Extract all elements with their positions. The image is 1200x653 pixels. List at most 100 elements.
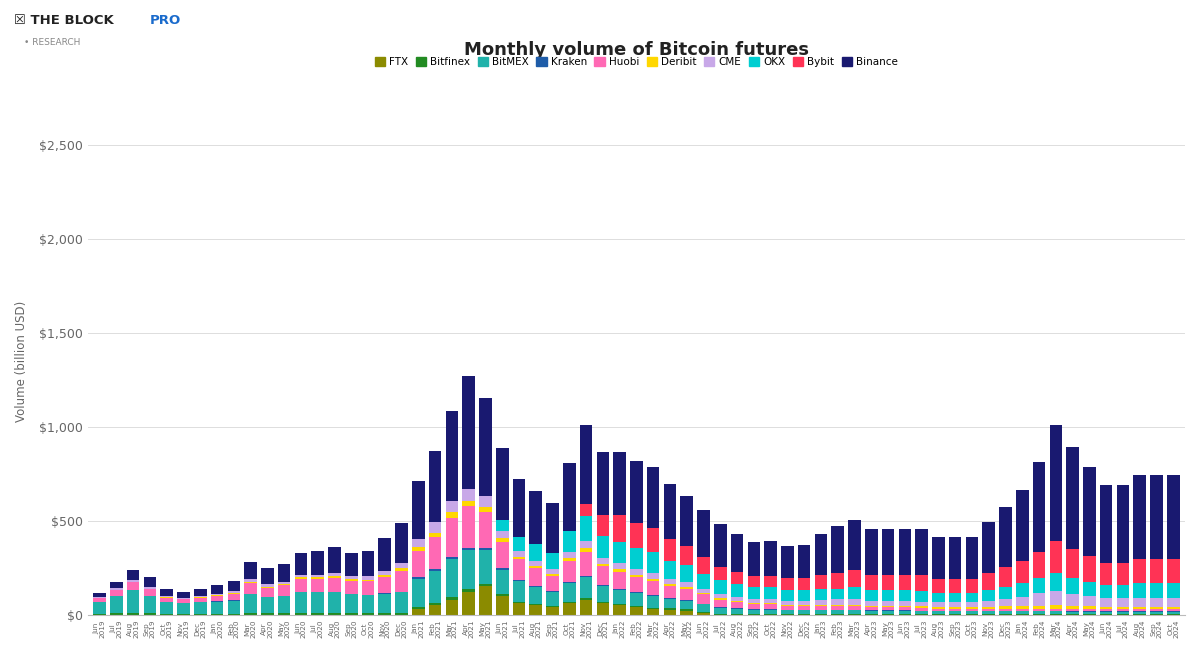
Bar — [1050, 609, 1062, 611]
Bar — [966, 593, 978, 603]
Bar — [731, 601, 743, 603]
Bar — [110, 582, 122, 588]
Bar — [563, 603, 576, 614]
Bar — [211, 585, 223, 594]
Bar — [1134, 598, 1146, 607]
Bar — [899, 611, 911, 614]
Bar — [144, 587, 156, 588]
Bar — [647, 581, 660, 596]
Bar — [361, 576, 374, 580]
Bar — [916, 530, 928, 575]
Bar — [680, 586, 694, 589]
Bar — [378, 571, 391, 575]
Bar — [630, 523, 643, 549]
Bar — [262, 569, 274, 584]
Bar — [1084, 596, 1096, 607]
Bar — [697, 589, 710, 593]
Bar — [1117, 563, 1129, 585]
Bar — [613, 605, 626, 614]
Bar — [245, 594, 257, 613]
Bar — [899, 575, 911, 590]
Bar — [664, 561, 677, 579]
Bar — [344, 581, 358, 594]
Bar — [596, 451, 610, 515]
Bar — [764, 609, 776, 614]
Bar — [378, 577, 391, 594]
Bar — [512, 580, 526, 581]
Bar — [832, 606, 844, 610]
Bar — [714, 599, 726, 607]
Bar — [1166, 609, 1180, 611]
Bar — [295, 613, 307, 614]
Bar — [714, 580, 726, 594]
Bar — [714, 594, 726, 598]
Bar — [328, 592, 341, 613]
Bar — [983, 607, 995, 609]
Bar — [647, 552, 660, 573]
Bar — [328, 576, 341, 578]
Bar — [697, 604, 710, 612]
Bar — [496, 568, 509, 569]
Bar — [630, 594, 643, 605]
Bar — [144, 596, 156, 613]
Bar — [1100, 485, 1112, 563]
Bar — [479, 586, 492, 614]
Bar — [966, 603, 978, 607]
Bar — [596, 536, 610, 558]
Bar — [94, 597, 106, 598]
Bar — [178, 592, 190, 598]
Bar — [479, 548, 492, 550]
Bar — [613, 564, 626, 569]
Bar — [966, 537, 978, 579]
Bar — [949, 537, 961, 579]
Bar — [1050, 425, 1062, 541]
Bar — [1033, 552, 1045, 579]
Bar — [395, 613, 408, 614]
Bar — [714, 567, 726, 580]
Bar — [630, 605, 643, 607]
Bar — [865, 590, 877, 601]
Bar — [563, 601, 576, 603]
Bar — [245, 562, 257, 579]
Bar — [916, 607, 928, 608]
Bar — [680, 609, 694, 611]
Bar — [613, 590, 626, 604]
Bar — [445, 411, 458, 501]
Bar — [228, 581, 240, 592]
Bar — [412, 609, 425, 614]
Bar — [395, 568, 408, 571]
Bar — [916, 575, 928, 591]
Bar — [680, 547, 694, 565]
Bar — [1000, 609, 1012, 611]
Bar — [815, 611, 827, 614]
Bar — [798, 606, 810, 610]
Bar — [1134, 583, 1146, 598]
Bar — [798, 601, 810, 605]
Bar — [832, 611, 844, 614]
Bar — [361, 596, 374, 613]
Bar — [1084, 612, 1096, 614]
Bar — [664, 586, 677, 598]
Bar — [328, 573, 341, 576]
Bar — [428, 533, 442, 537]
Bar — [748, 586, 760, 599]
Bar — [1067, 606, 1079, 609]
Bar — [613, 572, 626, 589]
Bar — [512, 551, 526, 557]
Bar — [596, 586, 610, 602]
Bar — [395, 592, 408, 613]
Bar — [479, 584, 492, 586]
Text: • RESEARCH: • RESEARCH — [24, 38, 80, 47]
Bar — [731, 597, 743, 601]
Bar — [563, 558, 576, 561]
Bar — [496, 520, 509, 531]
Bar — [211, 601, 223, 614]
Bar — [1134, 559, 1146, 583]
Bar — [815, 575, 827, 589]
Bar — [966, 607, 978, 609]
Bar — [479, 512, 492, 548]
Bar — [262, 588, 274, 597]
Bar — [295, 577, 307, 579]
Bar — [764, 603, 776, 604]
Bar — [311, 592, 324, 613]
